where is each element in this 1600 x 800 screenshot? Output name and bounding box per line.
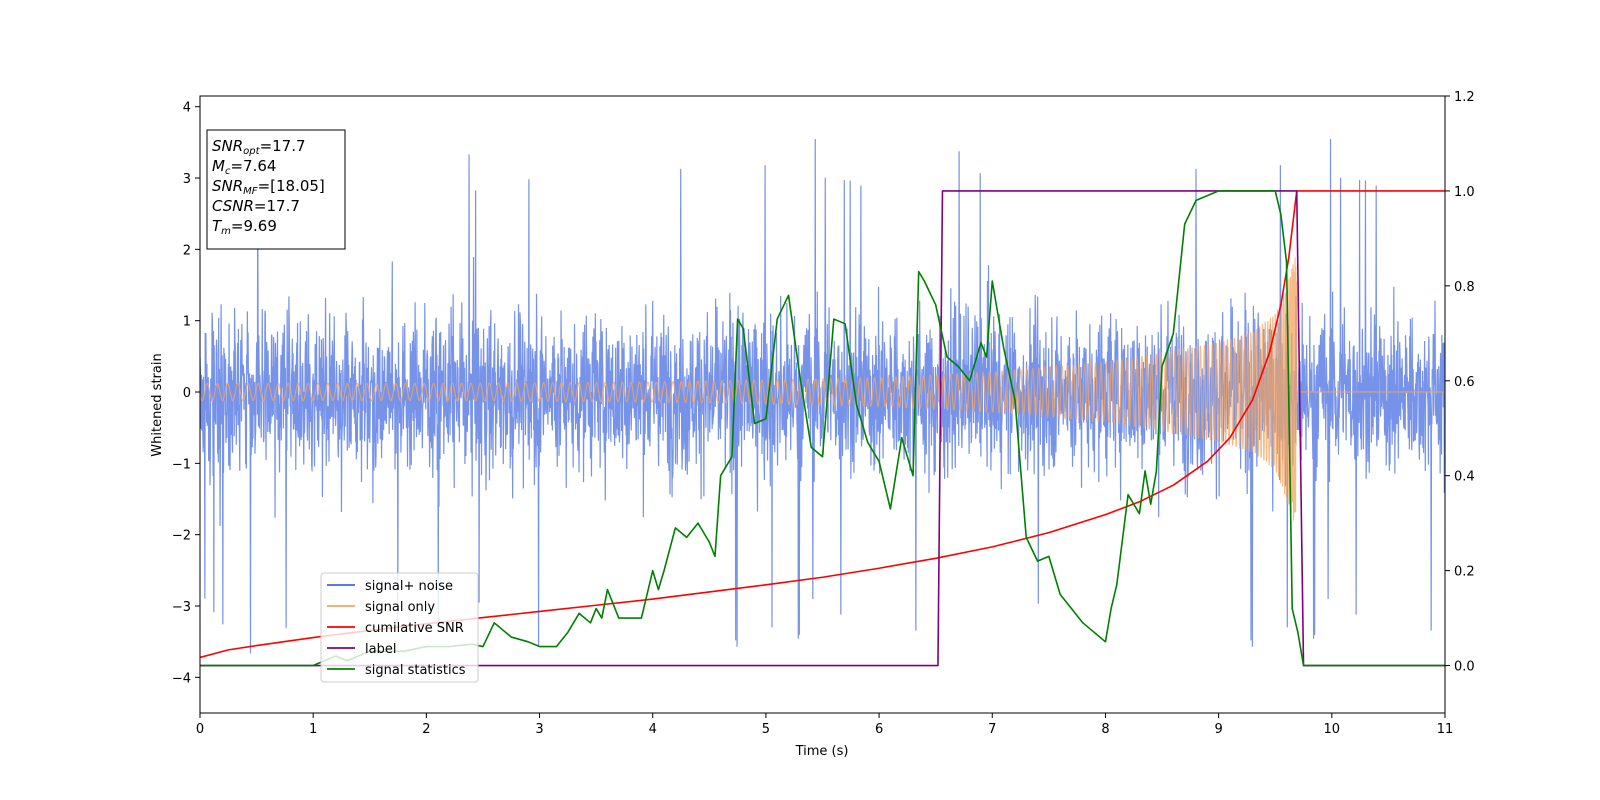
y-axis-left: −4 −3 −2 −1 0 1 2 3 4 — [172, 101, 200, 686]
legend-label: signal+ noise — [365, 579, 453, 594]
y-axis-label: Whitened strain — [150, 353, 165, 456]
x-tick-label: 3 — [535, 722, 543, 737]
y2-tick-label: 1.0 — [1454, 185, 1475, 200]
x-tick-label: 2 — [422, 722, 430, 737]
x-axis: 0 1 2 3 4 5 6 7 8 9 10 11 — [196, 713, 1453, 737]
stats-annotation-box — [206, 129, 346, 250]
x-tick-label: 7 — [988, 722, 996, 737]
x-tick-label: 10 — [1324, 722, 1341, 737]
y-tick-label: 4 — [183, 101, 191, 116]
x-axis-label: Time (s) — [795, 744, 849, 759]
stats-line: CSNR=17.7 — [212, 197, 300, 215]
y2-tick-label: 0.8 — [1454, 280, 1475, 295]
y-tick-label: −1 — [172, 457, 191, 472]
x-tick-label: 9 — [1214, 722, 1222, 737]
x-tick-label: 1 — [309, 722, 317, 737]
legend-box — [320, 572, 479, 683]
y2-tick-label: 0.0 — [1454, 660, 1475, 675]
legend: signal+ noise signal only cumilative SNR la… — [320, 572, 479, 683]
y2-tick-label: 1.2 — [1454, 90, 1475, 105]
plot-frame — [199, 95, 1446, 714]
legend-label: cumilative SNR — [365, 621, 464, 636]
series-signal-only — [200, 257, 1445, 521]
y-tick-label: 0 — [183, 386, 191, 401]
x-tick-label: 11 — [1437, 722, 1454, 737]
y-tick-label: 1 — [183, 315, 191, 330]
legend-label: signal statistics — [365, 663, 466, 678]
x-tick-label: 8 — [1101, 722, 1109, 737]
series-signal-statistics — [200, 190, 1445, 667]
legend-label: label — [365, 642, 396, 657]
stats-line: Mc=7.64 — [212, 157, 276, 177]
y-tick-label: 2 — [183, 243, 191, 258]
stats-annotation: SNRopt=17.7Mc=7.64SNRMF=[18.05]CSNR=17.7… — [206, 129, 346, 250]
y-axis-right: 0.0 0.2 0.4 0.6 0.8 1.0 1.2 — [1445, 90, 1475, 675]
x-tick-label: 0 — [196, 722, 204, 737]
stats-line: SNRMF=[18.05] — [212, 177, 325, 197]
y2-tick-label: 0.6 — [1454, 375, 1475, 390]
x-tick-label: 4 — [649, 722, 657, 737]
y2-tick-label: 0.4 — [1454, 470, 1475, 485]
x-tick-label: 6 — [875, 722, 883, 737]
x-tick-label: 5 — [762, 722, 770, 737]
y-tick-label: −3 — [172, 600, 191, 615]
y-tick-label: 3 — [183, 172, 191, 187]
y-tick-label: −4 — [172, 671, 191, 686]
y2-tick-label: 0.2 — [1454, 565, 1475, 580]
stats-line: SNRopt=17.7 — [212, 137, 306, 157]
y-tick-label: −2 — [172, 529, 191, 544]
stats-line: Tm=9.69 — [212, 217, 277, 237]
legend-label: signal only — [365, 600, 435, 615]
